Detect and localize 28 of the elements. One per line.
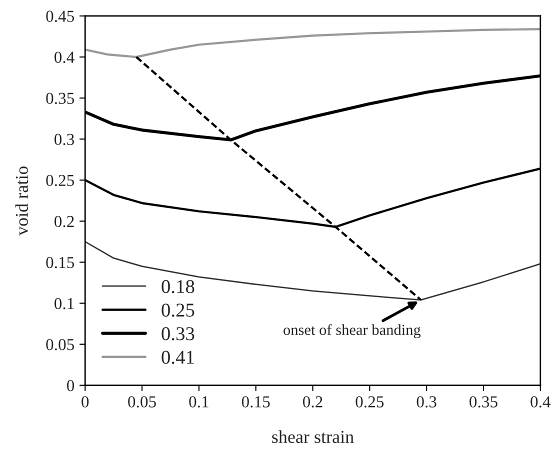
x-tick-label: 0.1 bbox=[189, 396, 208, 408]
x-tick-label: 0.4 bbox=[530, 396, 551, 408]
y-tick-label: 0 bbox=[67, 380, 74, 392]
x-tick-label: 0.2 bbox=[302, 396, 322, 408]
legend-label: 0.41 bbox=[162, 350, 194, 364]
y-tick-label: 0.35 bbox=[46, 92, 74, 104]
y-tick-label: 0.25 bbox=[46, 174, 74, 186]
legend-label: 0.25 bbox=[162, 304, 194, 317]
legend-label: 0.33 bbox=[162, 327, 194, 340]
x-tick-label: 0.05 bbox=[128, 396, 156, 408]
y-tick-label: 0.15 bbox=[46, 256, 74, 268]
x-tick-label: 0 bbox=[82, 396, 89, 408]
x-tick-label: 0.15 bbox=[242, 396, 270, 408]
y-tick-label: 0.05 bbox=[46, 338, 74, 350]
y-tick-label: 0.1 bbox=[54, 298, 74, 310]
legend-label: 0.18 bbox=[162, 280, 194, 294]
y-tick-label: 0.2 bbox=[54, 216, 74, 228]
x-tick-label: 0.25 bbox=[356, 396, 384, 408]
annotation: onset of shear banding bbox=[284, 324, 421, 338]
x-axis-title: shear strain bbox=[272, 430, 354, 443]
y-tick-label: 0.3 bbox=[54, 134, 74, 146]
x-tick-label: 0.35 bbox=[470, 396, 498, 408]
line-series bbox=[85, 240, 540, 301]
y-tick-label: 0.4 bbox=[54, 52, 74, 64]
line-series bbox=[85, 28, 540, 58]
y-axis-title: void ratio bbox=[15, 166, 28, 236]
x-tick-label: 0.3 bbox=[416, 396, 436, 408]
y-tick-label: 0.45 bbox=[46, 10, 74, 22]
